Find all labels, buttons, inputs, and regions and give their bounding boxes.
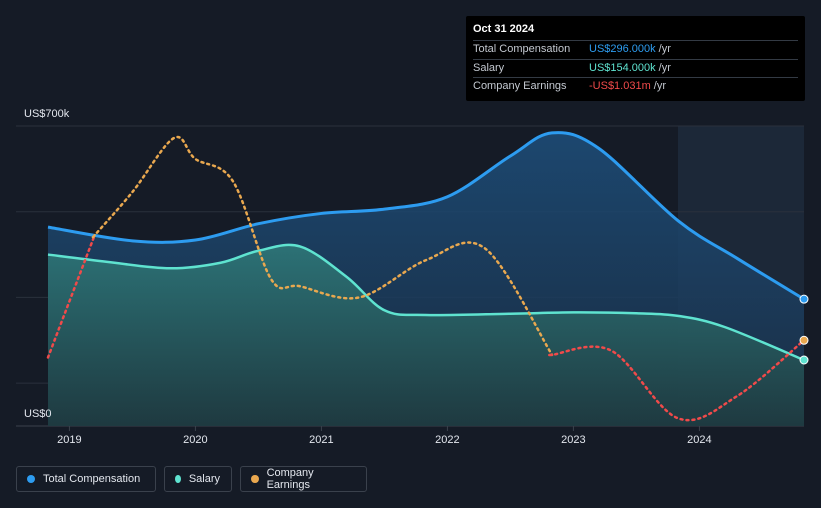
tooltip-date: Oct 31 2024 bbox=[473, 23, 535, 35]
legend-dot-icon bbox=[27, 475, 35, 483]
x-tick-label: 2023 bbox=[561, 434, 585, 446]
legend-label: Company Earnings bbox=[266, 467, 314, 491]
y-axis-top-label: US$700k bbox=[24, 108, 70, 120]
y-axis-bottom-label: US$0 bbox=[24, 408, 52, 420]
x-tick-label: 2021 bbox=[309, 434, 333, 446]
legend-dot-icon bbox=[251, 475, 259, 483]
legend-item-salary[interactable]: Salary bbox=[164, 466, 232, 492]
tooltip-unit: /yr bbox=[658, 43, 671, 55]
total-compensation-line bbox=[47, 131, 805, 301]
salary-area bbox=[48, 244, 804, 426]
company-earnings-end-marker bbox=[799, 335, 809, 345]
x-tick-label: 2022 bbox=[435, 434, 459, 446]
tooltip-row-salary: Salary US$154.000k /yr bbox=[473, 58, 798, 78]
tooltip-label: Company Earnings bbox=[473, 80, 567, 92]
x-tick-label: 2020 bbox=[183, 434, 207, 446]
company-earnings-line-segment bbox=[90, 135, 554, 357]
tooltip-panel: Oct 31 2024 Total Compensation US$296.00… bbox=[466, 16, 805, 101]
x-tick-label: 2019 bbox=[57, 434, 81, 446]
tooltip-unit: /yr bbox=[653, 80, 666, 92]
legend-label: Total Compensation bbox=[43, 473, 141, 485]
salary-line bbox=[47, 243, 805, 362]
chart-legend: Total Compensation Salary Company Earnin… bbox=[16, 466, 367, 492]
tooltip-row-company-earnings: Company Earnings -US$1.031m /yr bbox=[473, 77, 798, 96]
tooltip-unit: /yr bbox=[658, 61, 671, 74]
total-compensation-end-marker bbox=[799, 294, 809, 304]
x-tick-label: 2024 bbox=[687, 434, 711, 446]
tooltip-label: Total Compensation bbox=[473, 43, 571, 55]
tooltip-label: Salary bbox=[473, 61, 505, 74]
company-earnings-line-segment bbox=[546, 339, 806, 422]
legend-item-company-earnings[interactable]: Company Earnings bbox=[240, 466, 367, 492]
tooltip-value: -US$1.031m bbox=[589, 80, 651, 92]
tooltip-value: US$154.000k bbox=[589, 61, 656, 74]
legend-label: Salary bbox=[188, 473, 220, 485]
legend-item-total-compensation[interactable]: Total Compensation bbox=[16, 466, 156, 492]
salary-end-marker bbox=[799, 355, 809, 365]
company-earnings-line-segment bbox=[46, 234, 96, 359]
legend-dot-icon bbox=[175, 475, 181, 483]
tooltip-value: US$296.000k bbox=[589, 43, 656, 55]
tooltip-row-total-compensation: Total Compensation US$296.000k /yr bbox=[473, 40, 798, 59]
